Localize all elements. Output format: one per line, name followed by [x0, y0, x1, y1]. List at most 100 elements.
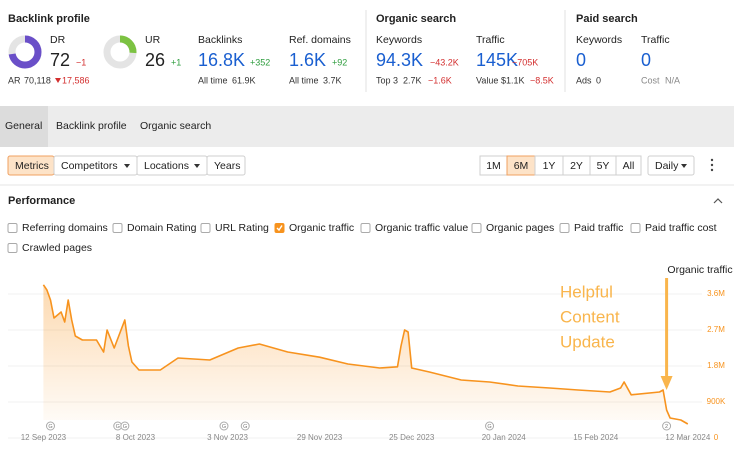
period-label[interactable]: 1Y: [543, 160, 556, 172]
metric-value: N/A: [665, 75, 680, 85]
metric-label: Traffic: [476, 34, 505, 46]
more-icon[interactable]: [710, 163, 714, 167]
period-label[interactable]: 6M: [514, 160, 529, 172]
metric-value: 0: [576, 50, 586, 70]
metric-change: −705K: [512, 57, 538, 67]
interval-button[interactable]: [647, 155, 695, 176]
checkbox[interactable]: [360, 223, 371, 233]
section-title: Paid search: [576, 13, 638, 25]
x-tick-label: 8 Oct 2023: [116, 433, 156, 442]
interval-label[interactable]: Daily: [655, 160, 679, 172]
toggle-label[interactable]: Organic traffic: [289, 222, 354, 234]
metric-value: 3.7K: [323, 75, 342, 85]
tab[interactable]: Backlink profile: [56, 120, 127, 132]
toggle-label[interactable]: Organic traffic value: [375, 222, 468, 234]
metric-change: +92: [332, 57, 347, 67]
event-marker[interactable]: [120, 421, 130, 431]
metric-value: 70,118: [24, 75, 51, 85]
more-icon[interactable]: [710, 168, 714, 172]
metric-value: 0: [641, 50, 651, 70]
toggle-label[interactable]: Organic pages: [486, 222, 554, 234]
filter-label[interactable]: Competitors: [61, 160, 118, 172]
checkbox[interactable]: [630, 223, 641, 233]
event-marker[interactable]: [485, 421, 495, 431]
axis-title: Organic traffic: [667, 264, 732, 276]
checkbox[interactable]: [112, 223, 123, 233]
annotation-arrowhead: [660, 376, 673, 390]
toggle-label[interactable]: Paid traffic: [574, 222, 623, 234]
metric-value: 94.3K: [376, 50, 423, 70]
dropdown-icon: [194, 164, 200, 168]
event-marker-label: G: [487, 424, 491, 430]
period-label[interactable]: 2Y: [570, 160, 583, 172]
filter-button[interactable]: [206, 155, 246, 176]
checkbox[interactable]: [200, 223, 211, 233]
section-title: Organic search: [376, 13, 456, 25]
filter-label[interactable]: Metrics: [15, 160, 49, 172]
y-tick-label: 3.6M: [707, 289, 725, 298]
tab[interactable]: General: [5, 120, 42, 132]
chart: Organic traffic 0 900K 1.8M 2.7M 3.6M 12 Sep 2…: [8, 264, 733, 442]
period-label[interactable]: All: [623, 160, 635, 172]
filter-label[interactable]: Years: [214, 160, 240, 172]
y-tick-label: 2.7M: [707, 325, 725, 334]
dropdown-icon: [124, 164, 130, 168]
metric-value: 61.9K: [232, 75, 256, 85]
event-marker-label: G: [48, 424, 52, 430]
line: [42, 284, 689, 425]
metric-label: Cost: [641, 75, 660, 85]
checkbox[interactable]: [559, 223, 570, 233]
metric-value: 145K: [476, 50, 518, 70]
metric-change: −1.6K: [428, 75, 452, 85]
checkbox[interactable]: [471, 223, 482, 233]
metric-label: AR: [8, 75, 21, 85]
checkbox[interactable]: [7, 223, 18, 233]
metric-change: −8.5K: [530, 75, 554, 85]
x-tick-label: 3 Nov 2023: [207, 433, 248, 442]
toggle-label[interactable]: Paid traffic cost: [645, 222, 717, 234]
annotation: Content: [560, 307, 620, 326]
x-tick-label: 29 Nov 2023: [297, 433, 343, 442]
section-title: Backlink profile: [8, 13, 90, 25]
metric-change: +1: [171, 57, 181, 67]
filter-label[interactable]: Locations: [144, 160, 189, 172]
tab[interactable]: Organic search: [140, 120, 211, 132]
metric-label: All time: [198, 75, 228, 85]
period-button[interactable]: [615, 155, 642, 176]
toggle-label[interactable]: Domain Rating: [127, 222, 197, 234]
event-marker-label: G: [116, 424, 120, 430]
metric-change: +352: [250, 57, 270, 67]
x-tick-label: 12 Mar 2024: [665, 433, 710, 442]
down-icon: [55, 78, 61, 83]
event-marker[interactable]: [219, 421, 229, 431]
event-marker-label: G: [222, 424, 226, 430]
toggle-label[interactable]: URL Rating: [215, 222, 269, 234]
dropdown-icon: [681, 164, 687, 168]
metric-label: Keywords: [376, 34, 422, 46]
metric-value: 2.7K: [403, 75, 422, 85]
toggle-label[interactable]: Crawled pages: [22, 242, 92, 254]
event-marker[interactable]: [662, 421, 672, 431]
metric-value: 72: [50, 50, 70, 70]
annotation: Update: [560, 332, 615, 351]
x-tick-label: 25 Dec 2023: [389, 433, 435, 442]
event-marker[interactable]: [240, 421, 250, 431]
checkbox[interactable]: [7, 243, 18, 253]
event-marker[interactable]: [45, 421, 55, 431]
more-icon[interactable]: [710, 158, 714, 162]
period-label[interactable]: 1M: [486, 160, 501, 172]
active-tab-bg: [0, 106, 48, 147]
event-marker-label: G: [123, 424, 127, 430]
ur-donut: [103, 35, 137, 69]
metric-value: 1.6K: [289, 50, 326, 70]
metric-label: Top 3: [376, 75, 398, 85]
period-label[interactable]: 5Y: [597, 160, 610, 172]
metric-value: $1.1K: [501, 75, 525, 85]
collapse-icon[interactable]: [713, 198, 723, 204]
event-marker-label: 2: [665, 424, 668, 430]
metric-label: Keywords: [576, 34, 622, 46]
toggle-label[interactable]: Referring domains: [22, 222, 108, 234]
area-fill: [43, 284, 688, 424]
metric-change: 17,586: [62, 75, 90, 85]
metric-label: All time: [289, 75, 319, 85]
